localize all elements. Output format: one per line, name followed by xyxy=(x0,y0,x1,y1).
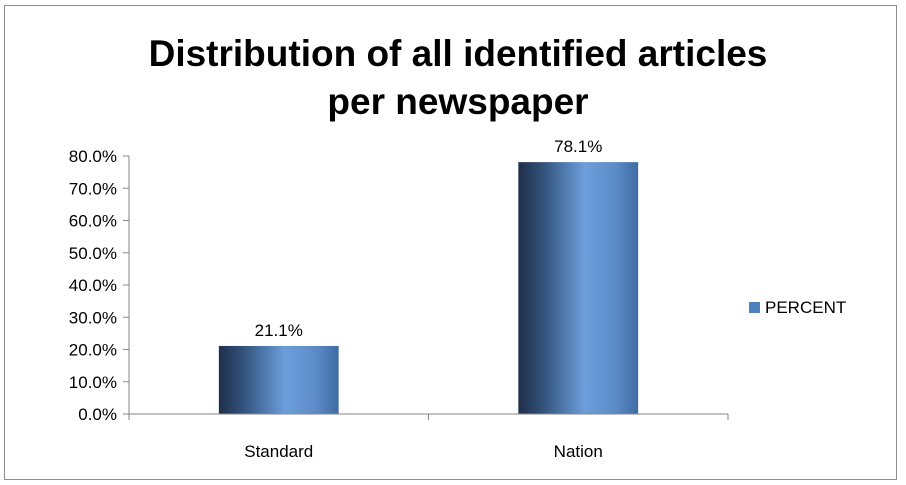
x-category-label: Standard xyxy=(244,442,313,461)
chart-frame xyxy=(4,5,897,480)
y-tick-label: 20.0% xyxy=(69,341,117,360)
y-tick-label: 40.0% xyxy=(69,276,117,295)
x-category-label: Nation xyxy=(554,442,603,461)
chart-title-line-2: per newspaper xyxy=(327,81,588,122)
y-tick-label: 0.0% xyxy=(78,405,117,424)
legend-label-percent: PERCENT xyxy=(765,298,846,317)
legend: PERCENT xyxy=(749,298,846,317)
y-tick-label: 60.0% xyxy=(69,212,117,231)
y-tick-label: 10.0% xyxy=(69,373,117,392)
data-label: 21.1% xyxy=(255,321,303,340)
y-tick-label: 50.0% xyxy=(69,244,117,263)
legend-swatch-percent xyxy=(749,302,760,313)
x-axis: Standard Nation xyxy=(128,413,729,461)
bar-nation xyxy=(518,162,639,414)
bars: 21.1% 78.1% xyxy=(218,137,639,414)
y-tick-label: 30.0% xyxy=(69,308,117,327)
bar-standard xyxy=(218,345,339,414)
data-label: 78.1% xyxy=(554,137,602,156)
chart-title-line-1: Distribution of all identified articles xyxy=(149,33,768,74)
y-axis: 0.0% 10.0% 20.0% 30.0% 40.0% 50.0% 60.0% 70.0% 8… xyxy=(69,147,130,424)
y-tick-label: 70.0% xyxy=(69,179,117,198)
y-tick-label: 80.0% xyxy=(69,147,117,166)
